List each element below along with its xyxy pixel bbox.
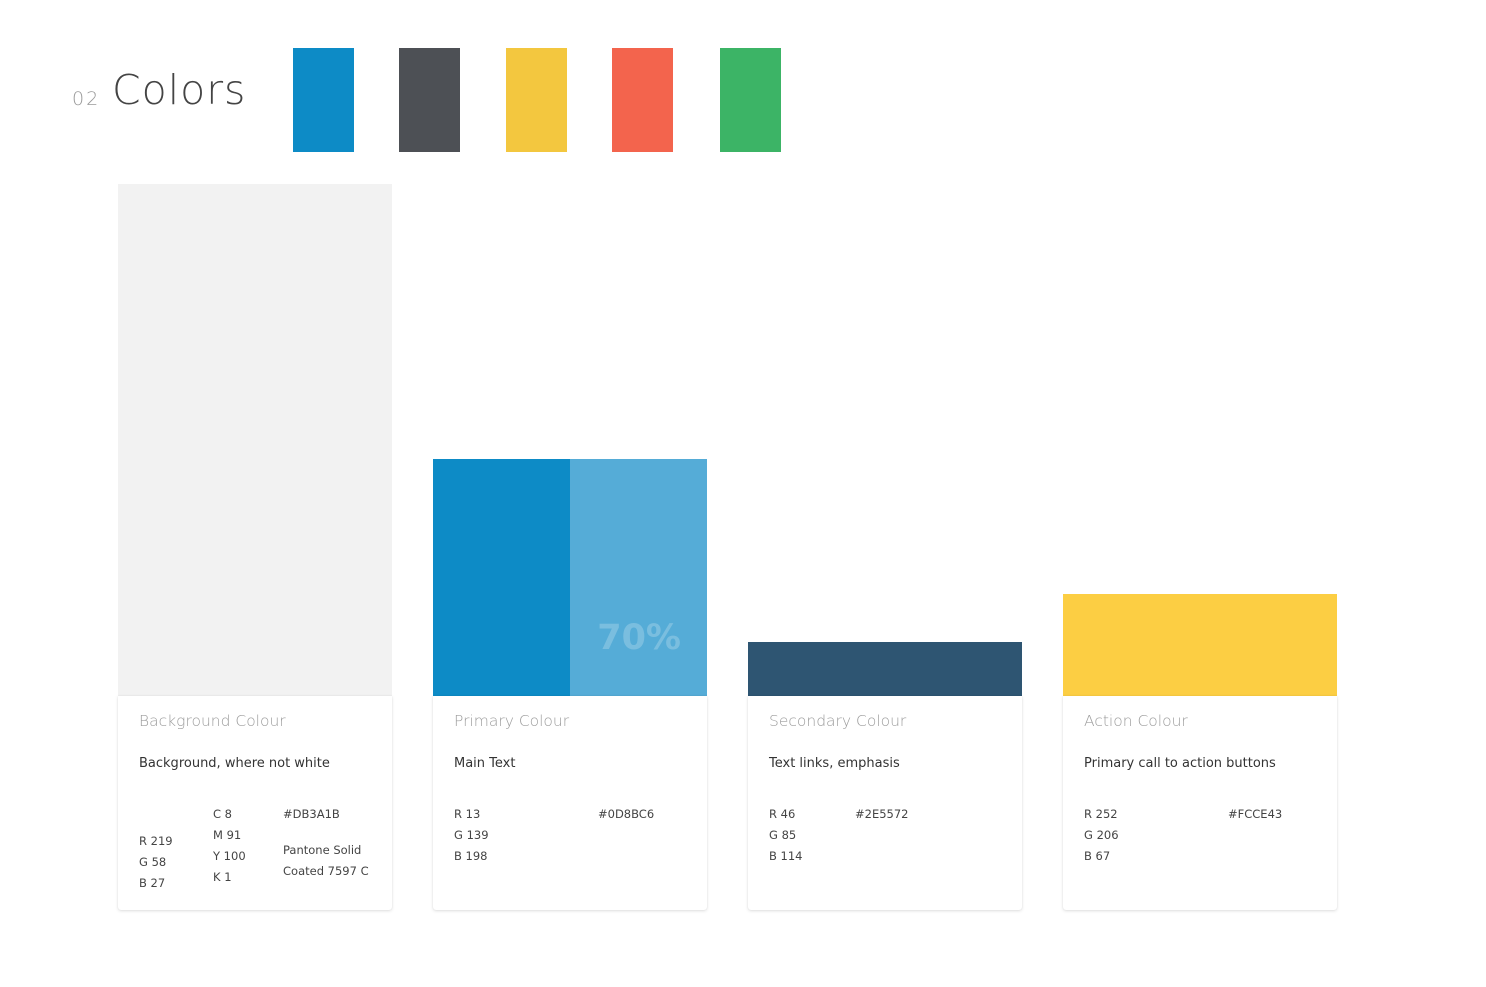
color-card-background: Background Colour Background, where not …: [118, 0, 392, 911]
rgb-values: R 252 G 206 B 67: [1084, 804, 1119, 867]
card-description: Text links, emphasis: [769, 756, 900, 771]
tint-percentage: 70%: [597, 618, 681, 658]
rgb-r: R 252: [1084, 807, 1118, 821]
card-title: Primary Colour: [454, 712, 570, 730]
swatch-red: [612, 48, 673, 152]
primary-tint: 70%: [570, 459, 707, 696]
color-card-secondary: Secondary Colour Text links, emphasis R …: [748, 0, 1022, 911]
section-title: Colors: [112, 66, 247, 114]
rgb-values: R 219 G 58 B 27: [139, 831, 173, 894]
rgb-b: B 198: [454, 849, 488, 863]
rgb-b: B 114: [769, 849, 803, 863]
cmyk-values: C 8 M 91 Y 100 K 1: [213, 804, 246, 888]
rgb-r: R 46: [769, 807, 796, 821]
pantone-value: Pantone Solid Coated 7597 C: [283, 840, 369, 882]
hex-value: #FCCE43: [1228, 807, 1283, 821]
color-block-action: [1063, 594, 1337, 696]
rgb-b: B 27: [139, 876, 166, 890]
color-info-card: Background Colour Background, where not …: [118, 696, 392, 910]
pantone-line-2: Coated 7597 C: [283, 864, 369, 878]
cmyk-c: C 8: [213, 807, 233, 821]
cmyk-m: M 91: [213, 828, 242, 842]
card-description: Main Text: [454, 756, 516, 771]
color-info-card: Primary Colour Main Text R 13 G 139 B 19…: [433, 696, 707, 910]
color-card-action: Action Colour Primary call to action but…: [1063, 0, 1337, 911]
card-title: Action Colour: [1084, 712, 1188, 730]
cmyk-k: K 1: [213, 870, 232, 884]
card-title: Secondary Colour: [769, 712, 907, 730]
rgb-g: G 206: [1084, 828, 1119, 842]
rgb-r: R 13: [454, 807, 481, 821]
color-info-card: Secondary Colour Text links, emphasis R …: [748, 696, 1022, 910]
hex-value: #DB3A1B: [283, 807, 340, 821]
hex-value: #2E5572: [855, 807, 909, 821]
color-card-primary: 70% Primary Colour Main Text R 13 G 139 …: [433, 0, 707, 911]
rgb-values: R 46 G 85 B 114: [769, 804, 803, 867]
rgb-r: R 219: [139, 834, 173, 848]
card-description: Primary call to action buttons: [1084, 756, 1276, 771]
pantone-line-1: Pantone Solid: [283, 843, 362, 857]
cmyk-y: Y 100: [213, 849, 246, 863]
swatch-blue: [293, 48, 354, 152]
card-title: Background Colour: [139, 712, 286, 730]
color-block-background: [118, 184, 392, 696]
rgb-g: G 58: [139, 855, 167, 869]
swatch-yellow: [506, 48, 567, 152]
rgb-b: B 67: [1084, 849, 1111, 863]
primary-solid: [433, 459, 570, 696]
rgb-g: G 139: [454, 828, 489, 842]
color-info-card: Action Colour Primary call to action but…: [1063, 696, 1337, 910]
rgb-values: R 13 G 139 B 198: [454, 804, 489, 867]
color-block-primary: 70%: [433, 459, 707, 696]
swatch-dark-gray: [399, 48, 460, 152]
section-number: 02: [72, 88, 101, 110]
swatch-green: [720, 48, 781, 152]
rgb-g: G 85: [769, 828, 797, 842]
hex-value: #0D8BC6: [598, 807, 655, 821]
color-block-secondary: [748, 642, 1022, 696]
card-description: Background, where not white: [139, 756, 330, 771]
